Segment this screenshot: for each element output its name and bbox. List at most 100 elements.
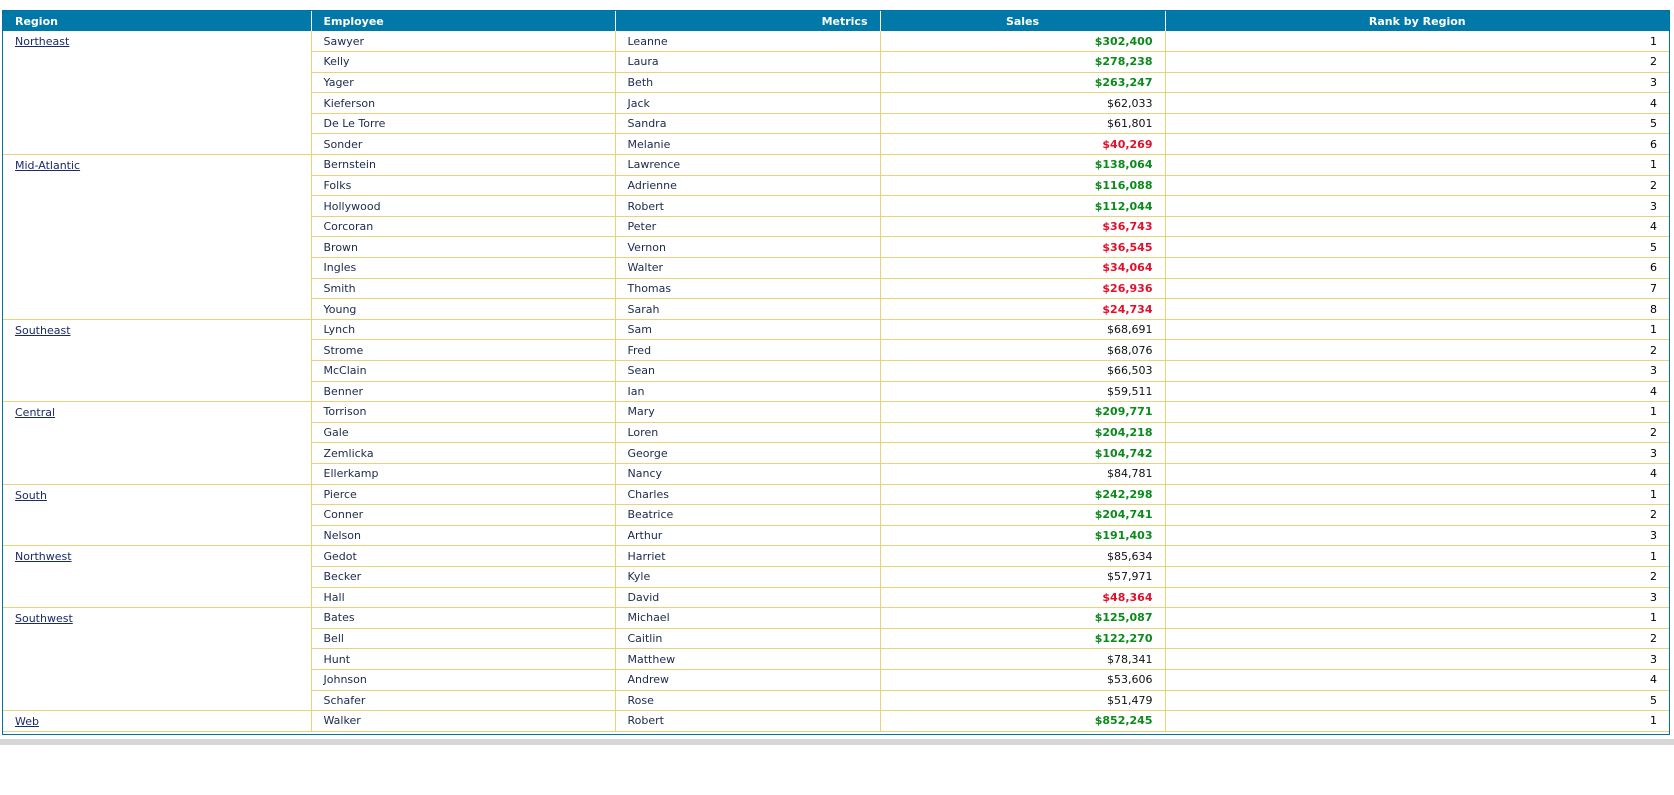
employee-last-name-cell: Kieferson	[311, 92, 616, 114]
rank-cell: 2	[1165, 175, 1669, 197]
employee-first-name-cell: Andrew	[615, 669, 881, 691]
table-row: Southwest Bates Michael $125,087 1	[3, 607, 1669, 712]
table-row: Becker Kyle $57,971 2	[3, 566, 1669, 588]
rank-cell: 2	[1165, 566, 1669, 588]
employee-last-name-cell: Hunt	[311, 648, 616, 670]
table-row: Mid-Atlantic Bernstein Lawrence $138,064 1	[3, 154, 1669, 320]
sales-cell: $36,743	[880, 216, 1166, 238]
employee-last-name-cell: Nelson	[311, 525, 616, 547]
employee-first-name-cell: Beth	[615, 72, 881, 94]
employee-last-name-cell: Hall	[311, 587, 616, 609]
employee-last-name-cell: Brown	[311, 236, 616, 259]
sales-cell: $85,634	[880, 545, 1166, 567]
employee-last-name-cell: Corcoran	[311, 216, 616, 238]
employee-first-name-cell: Robert	[615, 710, 881, 732]
rank-cell: 2	[1165, 51, 1669, 73]
sales-cell: $263,247	[880, 72, 1166, 94]
region-cell: Mid-Atlantic	[3, 154, 312, 320]
employee-first-name-cell: Jack	[615, 92, 881, 114]
rank-cell: 6	[1165, 257, 1669, 279]
employee-last-name-cell: Gedot	[311, 545, 616, 567]
employee-last-name-cell: Sonder	[311, 133, 616, 156]
table-row: Ellerkamp Nancy $84,781 4	[3, 463, 1669, 485]
employee-last-name-cell: Johnson	[311, 669, 616, 691]
header-row: Region Employee Metrics Sales Rank by Re…	[3, 11, 1669, 31]
employee-last-name-cell: Bates	[311, 607, 616, 629]
employee-last-name-cell: Hollywood	[311, 195, 616, 217]
employee-first-name-cell: Arthur	[615, 525, 881, 547]
table-row: Sonder Melanie $40,269 6	[3, 133, 1669, 156]
rank-cell: 4	[1165, 669, 1669, 691]
region-link[interactable]: Mid-Atlantic	[15, 159, 81, 173]
rank-cell: 5	[1165, 236, 1669, 259]
sales-cell: $191,403	[880, 525, 1166, 547]
employee-first-name-cell: Michael	[615, 607, 881, 629]
table-row: South Pierce Charles $242,298 1	[3, 484, 1669, 547]
column-header-employee[interactable]: Employee	[311, 11, 616, 31]
region-link[interactable]: Central	[15, 406, 56, 420]
sales-cell: $204,218	[880, 422, 1166, 444]
sales-cell: $57,971	[880, 566, 1166, 588]
region-cell: Web	[3, 710, 312, 732]
employee-first-name-cell: Matthew	[615, 648, 881, 670]
employee-first-name-cell: Kyle	[615, 566, 881, 588]
rank-cell: 1	[1165, 607, 1669, 629]
region-link[interactable]: Southeast	[15, 323, 71, 337]
report-grid: Region Employee Metrics Sales Rank by Re…	[2, 10, 1670, 735]
rank-cell: 3	[1165, 525, 1669, 547]
region-link[interactable]: Northeast	[15, 35, 70, 48]
sales-cell: $204,741	[880, 504, 1166, 526]
sales-cell: $242,298	[880, 484, 1166, 506]
sales-cell: $61,801	[880, 113, 1166, 135]
employee-last-name-cell: Bell	[311, 628, 616, 650]
sales-cell: $112,044	[880, 195, 1166, 217]
region-cell: Southwest	[3, 607, 312, 712]
employee-first-name-cell: Vernon	[615, 236, 881, 259]
sales-cell: $34,064	[880, 257, 1166, 279]
table-row: Zemlicka George $104,742 3	[3, 442, 1669, 464]
employee-first-name-cell: Charles	[615, 484, 881, 506]
region-cell: Northwest	[3, 545, 312, 609]
table-row: Johnson Andrew $53,606 4	[3, 669, 1669, 691]
employee-first-name-cell: Ian	[615, 381, 881, 403]
region-link[interactable]: Web	[15, 715, 39, 729]
employee-first-name-cell: Sean	[615, 360, 881, 382]
table-row: Northeast Sawyer Leanne $302,400 1	[3, 31, 1669, 156]
table-row: De Le Torre Sandra $61,801 5	[3, 113, 1669, 135]
sales-rank-table: Region Employee Metrics Sales Rank by Re…	[3, 11, 1669, 732]
column-header-sales[interactable]: Sales	[880, 11, 1166, 31]
employee-last-name-cell: Conner	[311, 504, 616, 526]
column-header-rank[interactable]: Rank by Region	[1165, 11, 1669, 31]
employee-first-name-cell: Sam	[615, 319, 881, 341]
rank-cell: 3	[1165, 195, 1669, 217]
employee-last-name-cell: Schafer	[311, 690, 616, 712]
rank-cell: 1	[1165, 31, 1669, 53]
column-header-metrics[interactable]: Metrics	[615, 11, 881, 31]
employee-first-name-cell: Lawrence	[615, 154, 881, 176]
rank-cell: 6	[1165, 133, 1669, 156]
table-row: Hunt Matthew $78,341 3	[3, 648, 1669, 670]
region-link[interactable]: South	[15, 488, 47, 502]
employee-last-name-cell: Pierce	[311, 484, 616, 506]
table-row: Benner Ian $59,511 4	[3, 381, 1669, 403]
employee-last-name-cell: Kelly	[311, 51, 616, 73]
sales-cell: $116,088	[880, 175, 1166, 197]
employee-first-name-cell: Sandra	[615, 113, 881, 135]
rank-cell: 1	[1165, 401, 1669, 423]
table-row: Southeast Lynch Sam $68,691 1	[3, 319, 1669, 403]
column-header-region[interactable]: Region	[3, 11, 312, 31]
rank-cell: 8	[1165, 298, 1669, 320]
employee-last-name-cell: Benner	[311, 381, 616, 403]
employee-last-name-cell: Walker	[311, 710, 616, 732]
region-link[interactable]: Southwest	[15, 612, 73, 626]
horizontal-scrollbar-track[interactable]	[0, 739, 1674, 745]
rank-cell: 1	[1165, 545, 1669, 567]
region-link[interactable]: Northwest	[15, 550, 72, 564]
sales-cell: $278,238	[880, 51, 1166, 73]
rank-cell: 2	[1165, 628, 1669, 650]
table-row: Web Walker Robert $852,245 1	[3, 710, 1669, 732]
sales-cell: $302,400	[880, 31, 1166, 53]
employee-first-name-cell: Sarah	[615, 298, 881, 320]
rank-cell: 7	[1165, 278, 1669, 300]
employee-last-name-cell: De Le Torre	[311, 113, 616, 135]
